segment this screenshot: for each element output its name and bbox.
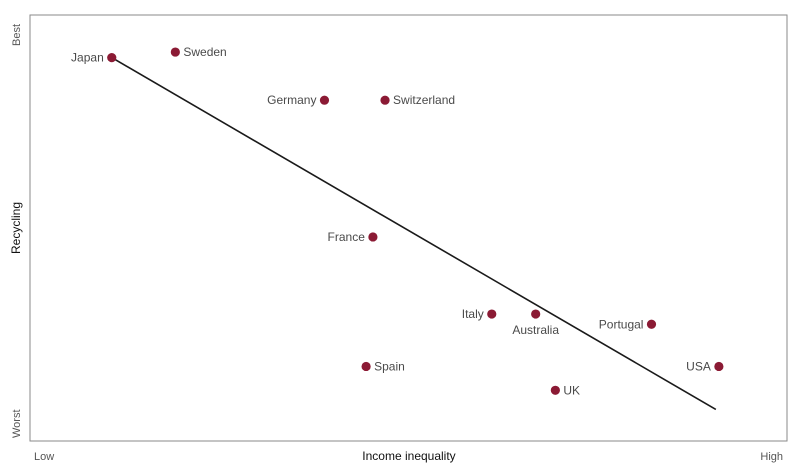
point-label-sweden: Sweden	[183, 45, 226, 59]
point-label-switzerland: Switzerland	[393, 93, 455, 107]
point-label-portugal: Portugal	[599, 317, 644, 331]
point-label-germany: Germany	[267, 93, 316, 107]
data-point-germany	[319, 95, 330, 105]
point-label-uk: UK	[563, 383, 580, 397]
data-point-spain	[361, 361, 371, 372]
data-point-switzerland	[380, 95, 390, 105]
data-point-australia	[531, 309, 541, 319]
data-point-portugal	[646, 319, 657, 329]
y-axis-low-label: Worst	[11, 409, 23, 438]
y-axis-title: Recycling	[9, 202, 23, 254]
data-points	[107, 47, 724, 395]
data-point-france	[368, 232, 378, 242]
point-label-usa: USA	[686, 359, 711, 373]
x-axis-high-label: High	[760, 451, 783, 463]
data-point-japan	[107, 53, 117, 63]
point-labels: Japan Sweden Germany Switzerland France Italy…	[71, 45, 711, 397]
data-point-usa	[714, 361, 724, 372]
data-point-italy	[487, 309, 497, 319]
x-axis-title: Income inequality	[362, 449, 455, 463]
point-label-australia: Australia	[512, 323, 559, 337]
point-label-italy: Italy	[462, 307, 484, 321]
point-label-france: France	[328, 230, 366, 244]
point-label-japan: Japan	[71, 51, 104, 65]
data-point-uk	[550, 385, 560, 395]
y-axis-high-label: Best	[11, 24, 23, 46]
plot-frame	[29, 14, 788, 442]
point-label-spain: Spain	[374, 359, 405, 373]
data-point-sweden	[170, 47, 180, 57]
x-axis-low-label: Low	[34, 451, 54, 463]
trend-line	[111, 56, 717, 411]
